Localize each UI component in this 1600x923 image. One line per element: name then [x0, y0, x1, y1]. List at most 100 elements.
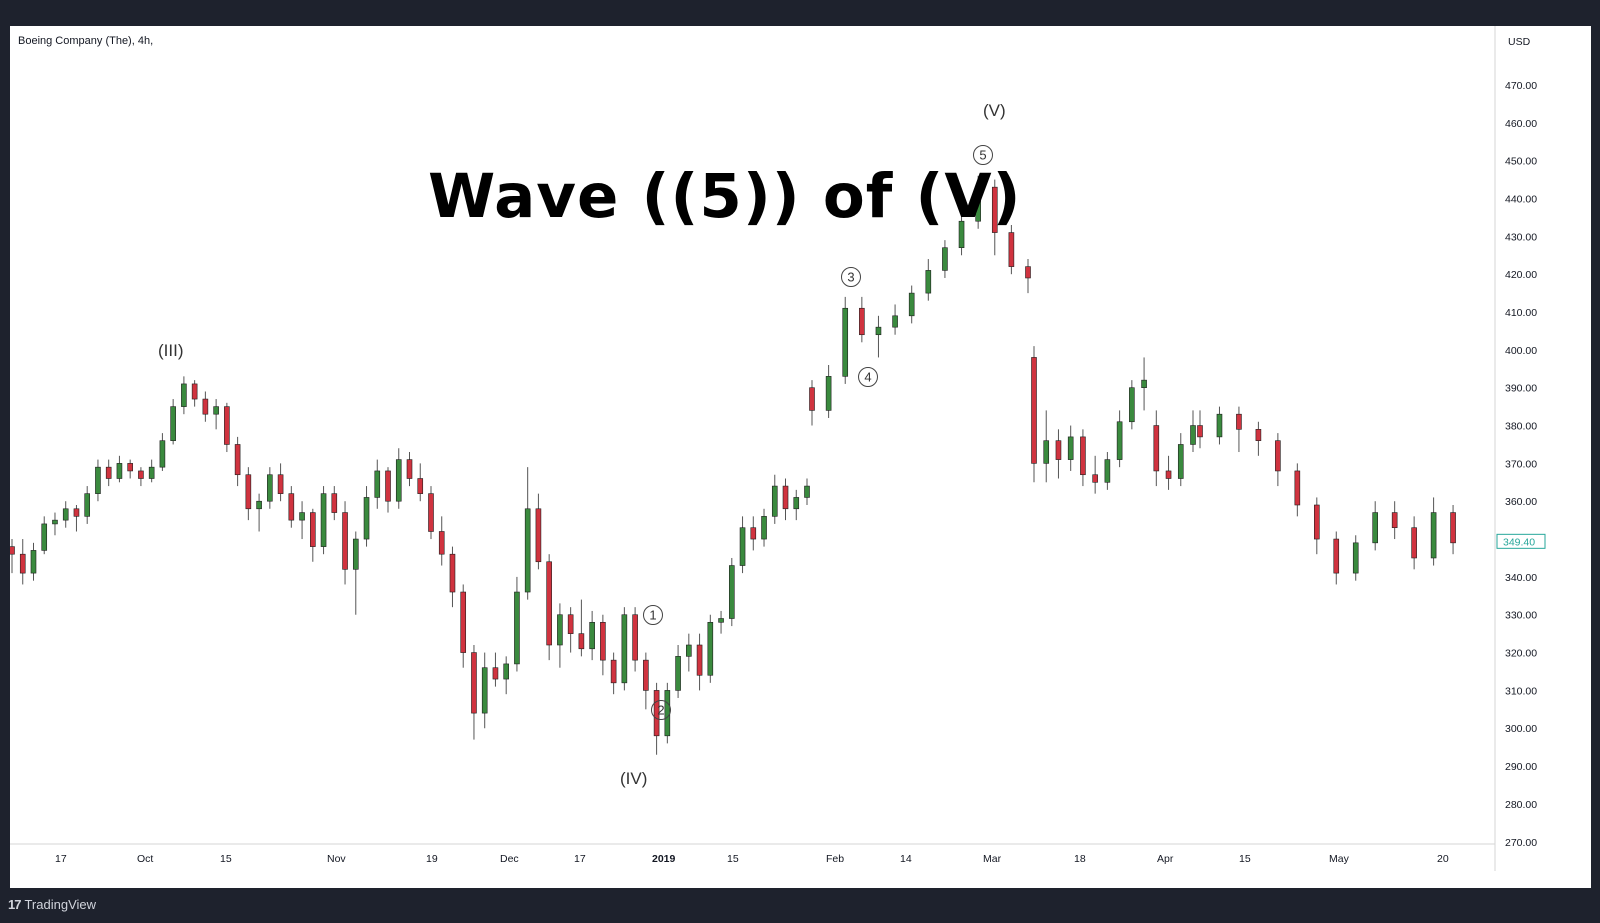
candle-body [449, 553, 456, 593]
price-tick-label: 290.00 [1505, 761, 1537, 773]
candle-body [1333, 538, 1340, 574]
time-tick-label: 14 [900, 853, 912, 865]
last-price-box [1496, 533, 1546, 549]
candle-body [1165, 470, 1172, 479]
price-tick-label: 450.00 [1505, 156, 1537, 168]
candle-body [809, 387, 815, 411]
candle-body [1450, 512, 1456, 544]
wave-number-label: 3 [847, 270, 854, 285]
time-tick-label: 17 [574, 853, 586, 865]
candle-body [1104, 459, 1111, 483]
candle-body [1080, 436, 1086, 476]
candle-body [10, 546, 15, 555]
price-tick-label: 310.00 [1505, 685, 1537, 697]
candle-body [1236, 413, 1242, 430]
time-tick-label: Apr [1157, 853, 1174, 865]
time-tick-label: 20 [1437, 853, 1449, 865]
candle-body [127, 463, 133, 472]
candle-body [138, 470, 144, 479]
tradingview-logo-icon: 17 [8, 897, 22, 912]
candle-body [352, 538, 359, 570]
wave-degree-label: (IV) [620, 769, 647, 788]
candle-body [1153, 425, 1160, 472]
chart-frame: Boeing Company (The), 4h, USD 470.00 460.… [10, 26, 1591, 888]
candle-body [875, 326, 882, 336]
candle-body [621, 614, 628, 684]
time-tick-label: 15 [1239, 853, 1251, 865]
candle-body [675, 656, 681, 691]
time-tick-label: Oct [137, 853, 153, 865]
last-price-label: 349.40 [1503, 536, 1535, 548]
candle-body [908, 292, 915, 317]
brand-label: TradingView [24, 897, 97, 912]
candle-body [277, 474, 284, 494]
candle-body [1008, 232, 1015, 267]
candle-body [707, 621, 714, 676]
time-tick-label: 15 [727, 853, 739, 865]
candle-body [224, 406, 230, 445]
price-tick-label: 360.00 [1505, 496, 1537, 508]
candle-body [578, 633, 585, 650]
candle-body [471, 652, 477, 714]
candle-body [958, 220, 965, 249]
candle-body [771, 485, 778, 517]
time-tick-label: Dec [500, 853, 519, 865]
candle-body [825, 376, 832, 411]
candle-body [1430, 512, 1437, 559]
candle-body [686, 644, 692, 657]
price-tick-label: 370.00 [1505, 458, 1537, 470]
candle-body [105, 466, 112, 479]
price-tick-label: 420.00 [1505, 269, 1537, 281]
candle-body [1025, 266, 1031, 279]
price-tick-label: 300.00 [1505, 723, 1537, 735]
candle-body [567, 614, 574, 634]
candle-body [331, 493, 338, 513]
wave-number-label: 1 [649, 608, 656, 623]
candle-body [202, 398, 209, 415]
candle-body [395, 459, 402, 502]
candle-body [892, 315, 898, 328]
chart-canvas[interactable]: USD 470.00 460.00 450.00 440.00 430.00 420.00… [10, 26, 1591, 888]
candle-body [417, 478, 424, 494]
candle-body [664, 690, 671, 737]
candle-body [374, 470, 381, 498]
candle-body [84, 493, 91, 517]
candle-body [320, 493, 327, 547]
candle-body [1031, 357, 1037, 464]
candles-layer [10, 175, 1456, 755]
candle-body [632, 614, 638, 661]
price-tick-label: 270.00 [1505, 837, 1537, 849]
candle-body [1216, 413, 1223, 438]
candle-body [514, 591, 520, 665]
candle-body [718, 618, 724, 623]
wave-circle-marker [858, 367, 878, 387]
candle-body [535, 508, 542, 563]
candle-body [95, 466, 101, 494]
price-tick-label: 380.00 [1505, 421, 1537, 433]
price-tick-label: 320.00 [1505, 648, 1537, 660]
candle-body [148, 466, 155, 479]
wave-number-label: 4 [864, 370, 871, 385]
candle-body [1197, 425, 1203, 438]
candle-body [310, 512, 316, 547]
candle-body [975, 186, 981, 222]
candle-body [739, 527, 746, 566]
time-tick-label: 2019 [652, 853, 676, 865]
candle-body [653, 690, 660, 737]
candle-body [1314, 504, 1320, 540]
candle-body [1141, 379, 1147, 389]
candle-body [696, 644, 703, 676]
wave-degree-label: (V) [983, 101, 1006, 120]
candle-body [1067, 436, 1074, 460]
footer: 17 TradingView [8, 897, 96, 912]
candle-body [546, 561, 552, 646]
candle-body [170, 406, 176, 441]
wave-circle-marker [643, 605, 663, 625]
candle-body [793, 497, 800, 510]
price-tick-label: 470.00 [1505, 80, 1537, 92]
candle-body [234, 444, 241, 476]
candle-body [1275, 440, 1281, 472]
candle-body [299, 512, 305, 521]
candle-body [728, 565, 735, 619]
time-tick-label: 17 [55, 853, 67, 865]
